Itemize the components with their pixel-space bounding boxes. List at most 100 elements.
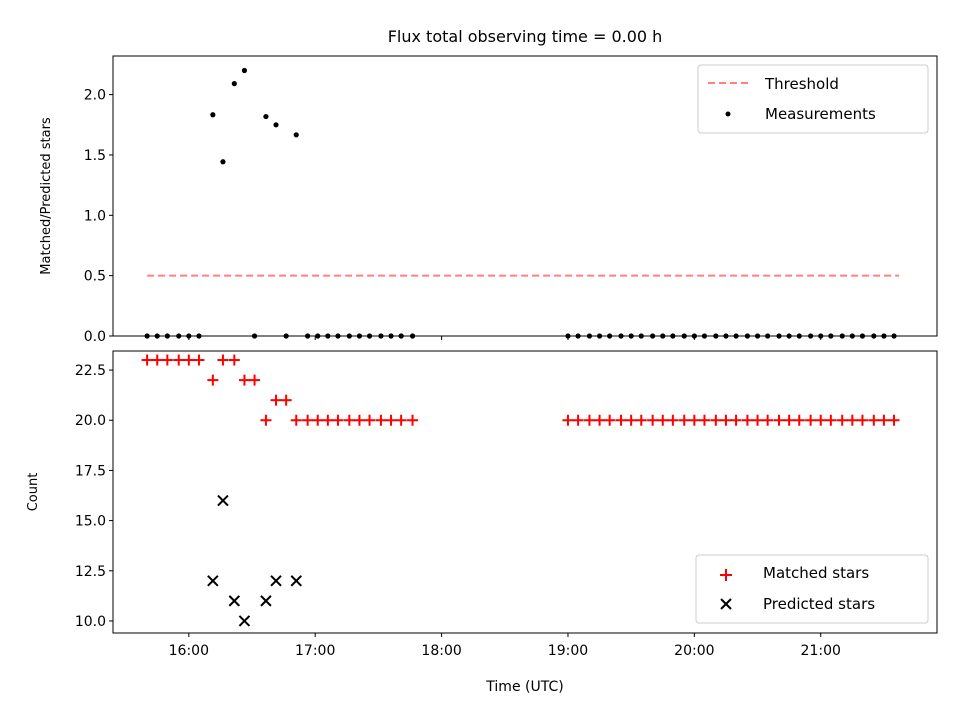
measurement-point [241, 67, 248, 74]
legend-threshold-label: Threshold [764, 75, 839, 93]
predicted-star-marker [238, 615, 251, 627]
legend-predicted-swatch [720, 598, 732, 610]
matched-star-marker [249, 374, 261, 386]
matched-star-marker [572, 414, 584, 426]
chart-title: Flux total observing time = 0.00 h [388, 27, 663, 46]
x-tick-label: 21:00 [801, 643, 841, 659]
matched-star-marker [407, 414, 419, 426]
matched-star-marker [343, 414, 355, 426]
matched-star-marker [793, 414, 805, 426]
top-axes-frame [112, 55, 938, 337]
y-tick-label: 1.5 [84, 148, 106, 164]
y-tick-label: 22.5 [75, 363, 106, 379]
matched-star-marker [260, 414, 272, 426]
bottom-legend: Matched stars Predicted stars [695, 554, 929, 624]
matched-star-marker [302, 414, 314, 426]
matched-star-marker [805, 414, 817, 426]
matched-star-marker [741, 414, 753, 426]
matched-star-marker [667, 414, 679, 426]
measurement-point [273, 122, 279, 128]
matched-star-marker [773, 414, 785, 426]
matched-star-marker [161, 354, 173, 366]
legend-matched-swatch [720, 569, 732, 581]
matched-star-marker [604, 414, 616, 426]
matched-star-marker [825, 414, 837, 426]
top-y-axis-label: Matched/Predicted stars [39, 117, 54, 275]
predicted-star-marker-b [260, 595, 272, 607]
matched-star-marker [238, 374, 250, 386]
top-y-ticks: 0.0 0.5 1.0 1.5 2.0 [84, 88, 113, 345]
matched-star-marker [710, 414, 722, 426]
predicted-star-marker [290, 575, 302, 587]
predicted-star-marker-b [290, 575, 302, 587]
y-tick-label: 17.5 [75, 463, 106, 479]
matched-star-marker [647, 414, 659, 426]
x-tick-label: 16:00 [169, 643, 209, 659]
top-legend-box [697, 64, 929, 134]
measurement-point [263, 113, 269, 120]
matched-star-marker [762, 414, 774, 426]
matched-star-marker [141, 354, 153, 366]
bottom-panel: Count Time (UTC) 10.0 12.5 15.0 17.5 20.0 22.… [26, 350, 938, 695]
matched-star-marker [583, 414, 595, 426]
matched-star-marker [270, 394, 282, 406]
bottom-legend-box [695, 554, 929, 624]
y-tick-label: 2.0 [84, 88, 106, 104]
matched-star-marker [312, 414, 324, 426]
predicted-star-marker-b [238, 615, 251, 627]
predicted-star-marker [207, 575, 219, 587]
matched-star-marker [375, 414, 387, 426]
matched-star-marker [353, 414, 365, 426]
matched-star-marker [688, 414, 700, 426]
matched-star-marker [678, 414, 690, 426]
predicted-star-marker [228, 595, 241, 607]
predicted-star-marker-b [228, 595, 241, 607]
matched-star-marker [730, 414, 742, 426]
predicted-star-marker [217, 494, 229, 507]
matched-star-marker [364, 414, 376, 426]
matched-star-marker [395, 414, 407, 426]
y-tick-label: 0.0 [84, 329, 106, 345]
matched-star-marker [868, 414, 880, 426]
bottom-axes-frame [112, 350, 938, 634]
matched-star-marker [836, 414, 848, 426]
matched-star-marker [217, 354, 229, 366]
predicted-star-marker-b [270, 575, 282, 587]
measurement-point [231, 81, 237, 87]
matched-star-marker [193, 354, 205, 366]
legend-measurements-label: Measurements [765, 105, 876, 123]
y-tick-label: 12.5 [75, 564, 106, 580]
matched-star-marker [625, 414, 637, 426]
matched-star-marker [856, 414, 868, 426]
matched-star-marker [615, 414, 627, 426]
matched-star-marker [322, 414, 334, 426]
top-legend: Threshold Measurements [697, 64, 929, 134]
matched-star-marker [635, 414, 647, 426]
matched-star-marker [752, 414, 764, 426]
y-tick-label: 20.0 [75, 413, 106, 429]
matched-star-marker [720, 414, 732, 426]
legend-measurements-swatch [725, 111, 731, 117]
bottom-y-axis-label: Count [26, 473, 41, 512]
y-tick-label: 1.0 [84, 208, 106, 224]
matched-star-marker [594, 414, 606, 426]
matched-star-marker [207, 374, 219, 386]
matched-star-marker [888, 414, 900, 426]
predicted-star-marker [270, 575, 282, 587]
legend-matched-label: Matched stars [763, 564, 869, 582]
matched-star-marker [698, 414, 710, 426]
bottom-x-ticks: 16:00 17:00 18:00 19:00 20:00 21:00 [169, 633, 841, 659]
bottom-x-axis-label: Time (UTC) [485, 679, 563, 695]
measurement-point [210, 112, 216, 118]
matched-star-marker [332, 414, 344, 426]
predicted-star-marker-b [217, 494, 229, 507]
measurement-point [293, 132, 299, 138]
bottom-plot-marks [141, 354, 900, 627]
y-tick-label: 15.0 [75, 514, 106, 530]
matched-star-marker [183, 354, 195, 366]
y-tick-label: 10.0 [75, 614, 106, 630]
x-tick-label: 19:00 [548, 643, 588, 659]
matched-star-marker [846, 414, 858, 426]
x-tick-label: 18:00 [421, 643, 461, 659]
